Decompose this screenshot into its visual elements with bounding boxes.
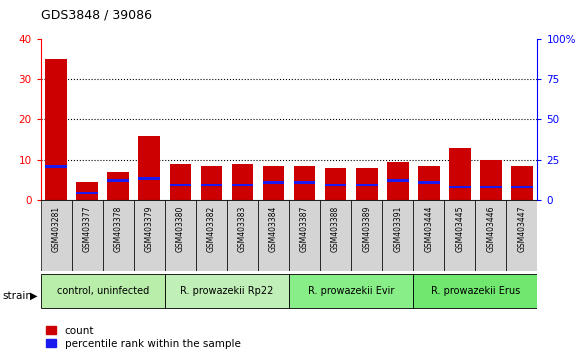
Bar xyxy=(263,182,284,184)
Text: ▶: ▶ xyxy=(30,291,38,301)
Bar xyxy=(41,200,71,271)
Text: R. prowazekii Rp22: R. prowazekii Rp22 xyxy=(180,286,274,296)
Bar xyxy=(449,185,471,188)
Bar xyxy=(232,183,253,186)
Text: GSM403382: GSM403382 xyxy=(207,206,216,252)
Bar xyxy=(76,182,98,200)
Bar xyxy=(449,148,471,200)
Bar xyxy=(511,166,533,200)
Bar xyxy=(480,160,502,200)
Bar xyxy=(200,183,223,186)
Bar xyxy=(480,185,502,188)
Bar xyxy=(103,200,134,271)
Text: GSM403378: GSM403378 xyxy=(114,206,123,252)
Bar xyxy=(294,182,315,184)
Bar xyxy=(134,200,165,271)
Bar xyxy=(200,166,223,200)
Bar xyxy=(138,177,160,180)
Text: GSM403445: GSM403445 xyxy=(456,206,464,252)
Bar xyxy=(382,200,413,271)
Text: R. prowazekii Erus: R. prowazekii Erus xyxy=(431,286,520,296)
Bar xyxy=(263,166,284,200)
Bar xyxy=(170,164,191,200)
Text: GSM403444: GSM403444 xyxy=(424,206,433,252)
Bar xyxy=(387,162,408,200)
Bar xyxy=(170,183,191,186)
Text: GSM403384: GSM403384 xyxy=(269,206,278,252)
Bar xyxy=(418,182,440,184)
Bar xyxy=(45,59,67,200)
Bar xyxy=(325,183,346,186)
Bar xyxy=(76,192,98,194)
Text: GSM403383: GSM403383 xyxy=(238,206,247,252)
Bar xyxy=(507,200,537,271)
Bar xyxy=(165,274,289,308)
Text: GSM403379: GSM403379 xyxy=(145,206,154,252)
Bar xyxy=(107,179,129,182)
Bar xyxy=(41,274,165,308)
Bar xyxy=(418,166,440,200)
Text: GSM403281: GSM403281 xyxy=(52,206,60,252)
Bar xyxy=(351,200,382,271)
Bar xyxy=(138,136,160,200)
Bar xyxy=(413,200,444,271)
Text: strain: strain xyxy=(3,291,33,301)
Bar xyxy=(511,185,533,188)
Bar xyxy=(227,200,258,271)
Text: GSM403380: GSM403380 xyxy=(176,206,185,252)
Bar xyxy=(232,164,253,200)
Text: R. prowazekii Evir: R. prowazekii Evir xyxy=(308,286,394,296)
Text: GDS3848 / 39086: GDS3848 / 39086 xyxy=(41,9,152,22)
Bar xyxy=(294,166,315,200)
Bar xyxy=(196,200,227,271)
Text: GSM403388: GSM403388 xyxy=(331,206,340,252)
Bar xyxy=(71,200,103,271)
Text: GSM403389: GSM403389 xyxy=(362,206,371,252)
Bar xyxy=(356,183,378,186)
Text: control, uninfected: control, uninfected xyxy=(56,286,149,296)
Bar xyxy=(45,165,67,168)
Bar xyxy=(475,200,507,271)
Text: GSM403377: GSM403377 xyxy=(83,206,92,252)
Text: GSM403447: GSM403447 xyxy=(518,206,526,252)
Bar xyxy=(107,172,129,200)
Bar xyxy=(413,274,537,308)
Bar xyxy=(320,200,351,271)
Bar xyxy=(165,200,196,271)
Text: GSM403446: GSM403446 xyxy=(486,206,496,252)
Bar xyxy=(325,168,346,200)
Bar xyxy=(289,274,413,308)
Bar xyxy=(289,200,320,271)
Legend: count, percentile rank within the sample: count, percentile rank within the sample xyxy=(46,326,241,349)
Bar xyxy=(444,200,475,271)
Text: GSM403391: GSM403391 xyxy=(393,206,402,252)
Text: GSM403387: GSM403387 xyxy=(300,206,309,252)
Bar xyxy=(387,179,408,182)
Bar xyxy=(356,168,378,200)
Bar xyxy=(258,200,289,271)
